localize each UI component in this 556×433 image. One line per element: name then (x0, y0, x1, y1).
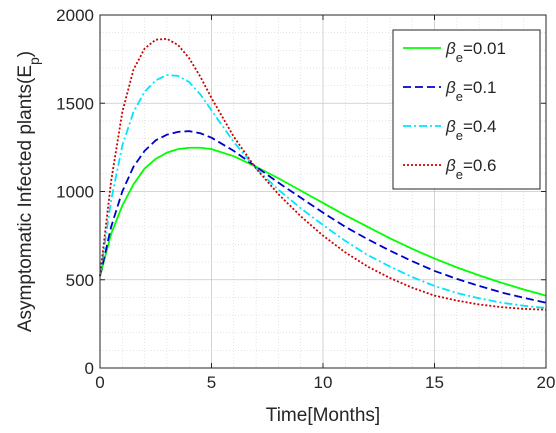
y-axis-title-subscript: p (26, 57, 42, 65)
legend-box (392, 29, 541, 190)
x-tick-labels: 0 5 10 15 20 (95, 373, 555, 392)
x-tick-label: 15 (425, 373, 444, 392)
legend-value: =0.4 (463, 117, 497, 136)
legend-subscript: e (456, 167, 463, 182)
series-line-1 (99, 130, 547, 304)
series-group (99, 37, 547, 311)
axis-ticks (99, 14, 547, 369)
x-tick-label: 20 (537, 373, 556, 392)
y-tick-labels: 0 500 1000 1500 2000 (56, 6, 94, 378)
legend-subscript: e (456, 50, 463, 65)
legend-symbol: β (445, 156, 456, 175)
legend-value: =0.1 (463, 78, 497, 97)
legend-subscript: e (456, 89, 463, 104)
y-axis-title-suffix: ) (15, 51, 36, 57)
x-axis-title: Time[Months] (266, 405, 380, 426)
y-tick-label: 1000 (56, 183, 94, 202)
y-tick-label: 500 (66, 271, 94, 290)
legend-symbol: β (445, 78, 456, 97)
legend-subscript: e (456, 128, 463, 143)
y-axis-title: Asymptomatic Infected plants(Ep) (15, 51, 42, 332)
legend-value: =0.01 (463, 39, 506, 58)
legend-value: =0.6 (463, 156, 497, 175)
legend-label-1: βe=0.1 (445, 78, 497, 104)
legend-symbol: β (445, 117, 456, 136)
legend-label-0: βe=0.01 (445, 39, 506, 65)
x-tick-label: 10 (314, 373, 333, 392)
y-tick-label: 1500 (56, 94, 94, 113)
y-tick-label: 0 (85, 359, 94, 378)
x-tick-label: 5 (207, 373, 216, 392)
x-tick-label: 0 (95, 373, 104, 392)
y-tick-label: 2000 (56, 6, 94, 25)
series-line-0 (99, 146, 547, 297)
series-line-2 (99, 74, 547, 309)
legend-label-3: βe=0.6 (445, 156, 497, 182)
legend-symbol: β (445, 39, 456, 58)
y-axis-title-main: Asymptomatic Infected plants(E (15, 65, 36, 332)
legend-label-2: βe=0.4 (445, 117, 497, 143)
